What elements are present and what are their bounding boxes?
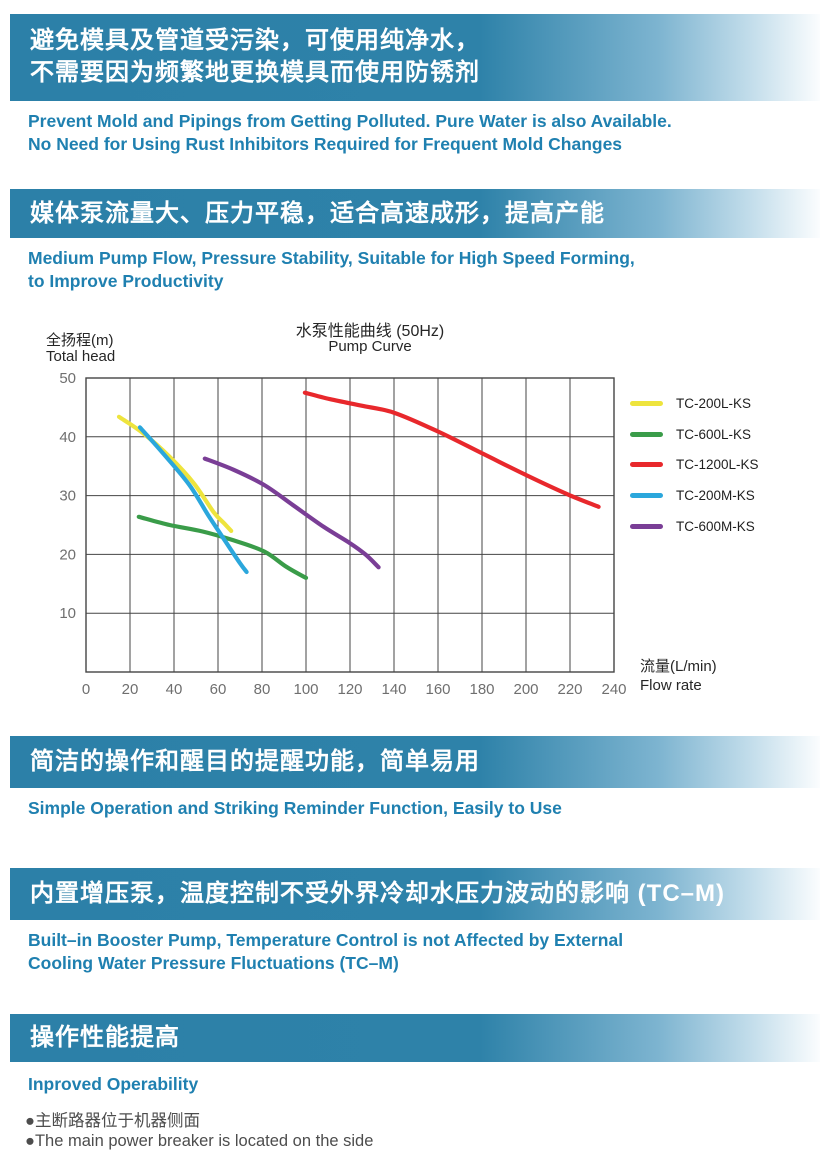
section-banner-operability: 操作性能提高: [10, 1014, 820, 1062]
section-banner-booster-pump: 内置增压泵，温度控制不受外界冷却水压力波动的影响 (TC–M): [10, 868, 820, 920]
legend-swatch-icon: [630, 523, 663, 529]
legend-item: TC-600L-KS: [630, 419, 759, 450]
chart-title-zh: 水泵性能曲线 (50Hz): [295, 323, 445, 340]
x-tick-label: 20: [122, 681, 139, 698]
legend-label: TC-1200L-KS: [676, 457, 759, 473]
curve-TC-200L-KS: [116, 414, 234, 533]
x-tick-label: 220: [557, 681, 582, 698]
legend-swatch-icon: [630, 462, 663, 468]
x-axis-label-en: Flow rate: [640, 677, 702, 694]
x-tick-label: 160: [425, 681, 450, 698]
heading-en-pump-flow: Medium Pump Flow, Pressure Stability, Su…: [28, 247, 635, 292]
bullet-main-breaker-en: ●The main power breaker is located on th…: [25, 1132, 374, 1150]
x-tick-label: 100: [293, 681, 318, 698]
y-tick-label: 50: [59, 370, 76, 387]
legend-swatch-icon: [630, 492, 663, 498]
legend-label: TC-600M-KS: [676, 518, 755, 534]
banner-4-line: 内置增压泵，温度控制不受外界冷却水压力波动的影响 (TC–M): [30, 880, 725, 907]
x-tick-label: 0: [82, 681, 90, 698]
x-tick-label: 120: [337, 681, 362, 698]
x-tick-label: 60: [210, 681, 227, 698]
heading-en-booster-pump: Built–in Booster Pump, Temperature Contr…: [28, 929, 623, 974]
heading-en-5-line: Inproved Operability: [28, 1074, 199, 1094]
banner-1-line-1: 避免模具及管道受污染，可使用纯净水，: [30, 27, 480, 54]
heading-en-4-line-1: Built–in Booster Pump, Temperature Contr…: [28, 930, 624, 950]
heading-en-1-line-1: Prevent Mold and Pipings from Getting Po…: [28, 111, 672, 131]
banner-2-line: 媒体泵流量大、压力平稳，适合高速成形，提高产能: [30, 200, 605, 227]
curve-TC-600M-KS: [202, 456, 381, 570]
y-tick-label: 10: [59, 605, 76, 622]
legend-item: TC-200L-KS: [630, 388, 759, 419]
heading-en-operability: Inproved Operability: [28, 1073, 198, 1096]
legend-label: TC-200L-KS: [676, 395, 752, 411]
pump-curve-chart: 水泵性能曲线 (50Hz) Pump Curve 全扬程(m) Total he…: [0, 300, 820, 710]
legend-label: TC-200M-KS: [676, 487, 755, 503]
x-axis-label-zh: 流量(L/min): [640, 658, 717, 675]
legend-item: TC-600M-KS: [630, 511, 759, 542]
section-banner-pure-water: 避免模具及管道受污染，可使用纯净水， 不需要因为频繁地更换模具而使用防锈剂: [10, 14, 820, 101]
legend-label: TC-600L-KS: [676, 426, 752, 442]
heading-en-2-line-1: Medium Pump Flow, Pressure Stability, Su…: [28, 248, 635, 268]
legend-item: TC-200M-KS: [630, 480, 759, 511]
x-tick-label: 80: [254, 681, 271, 698]
section-banner-simple-operation: 简洁的操作和醒目的提醒功能，简单易用: [10, 736, 820, 788]
y-tick-label: 40: [59, 429, 76, 446]
heading-en-1-line-2: No Need for Using Rust Inhibitors Requir…: [28, 133, 623, 154]
x-tick-label: 240: [601, 681, 626, 698]
plot-border: [85, 377, 615, 673]
x-tick-label: 40: [166, 681, 183, 698]
bullet-main-breaker-zh: ●主断路器位于机器侧面: [25, 1112, 200, 1130]
chart-title-en: Pump Curve: [328, 338, 412, 355]
heading-en-3-line: Simple Operation and Striking Reminder F…: [28, 798, 562, 818]
curve-TC-1200L-KS: [302, 390, 601, 509]
legend-swatch-icon: [630, 431, 663, 437]
banner-1-line-2: 不需要因为频繁地更换模具而使用防锈剂: [30, 59, 480, 86]
heading-en-simple-operation: Simple Operation and Striking Reminder F…: [28, 797, 562, 820]
y-tick-label: 20: [59, 546, 76, 563]
legend-swatch-icon: [630, 400, 663, 406]
y-tick-label: 30: [59, 488, 76, 505]
heading-en-2-line-2: to Improve Productivity: [28, 270, 224, 291]
x-tick-label: 180: [469, 681, 494, 698]
curve-TC-600L-KS: [136, 514, 309, 580]
pump-curve-plot: 0 20 40 60 80 100 120 140 160 180 200 220 240 10 20 30 4…: [59, 370, 626, 698]
banner-3-line: 简洁的操作和醒目的提醒功能，简单易用: [30, 748, 480, 775]
banner-5-line: 操作性能提高: [30, 1024, 180, 1051]
heading-en-pure-water: Prevent Mold and Pipings from Getting Po…: [28, 110, 672, 155]
heading-en-4-line-2: Cooling Water Pressure Fluctuations (TC–…: [28, 952, 399, 973]
curve-TC-200M-KS: [137, 425, 249, 575]
y-axis-label-en: Total head: [46, 348, 116, 365]
chart-legend: TC-200L-KS TC-600L-KS TC-1200L-KS TC-200M-K…: [630, 388, 759, 541]
x-tick-label: 140: [381, 681, 406, 698]
y-axis-label-zh: 全扬程(m): [46, 332, 114, 349]
legend-item: TC-1200L-KS: [630, 449, 759, 480]
x-tick-label: 200: [513, 681, 538, 698]
section-banner-pump-flow: 媒体泵流量大、压力平稳，适合高速成形，提高产能: [10, 189, 820, 238]
